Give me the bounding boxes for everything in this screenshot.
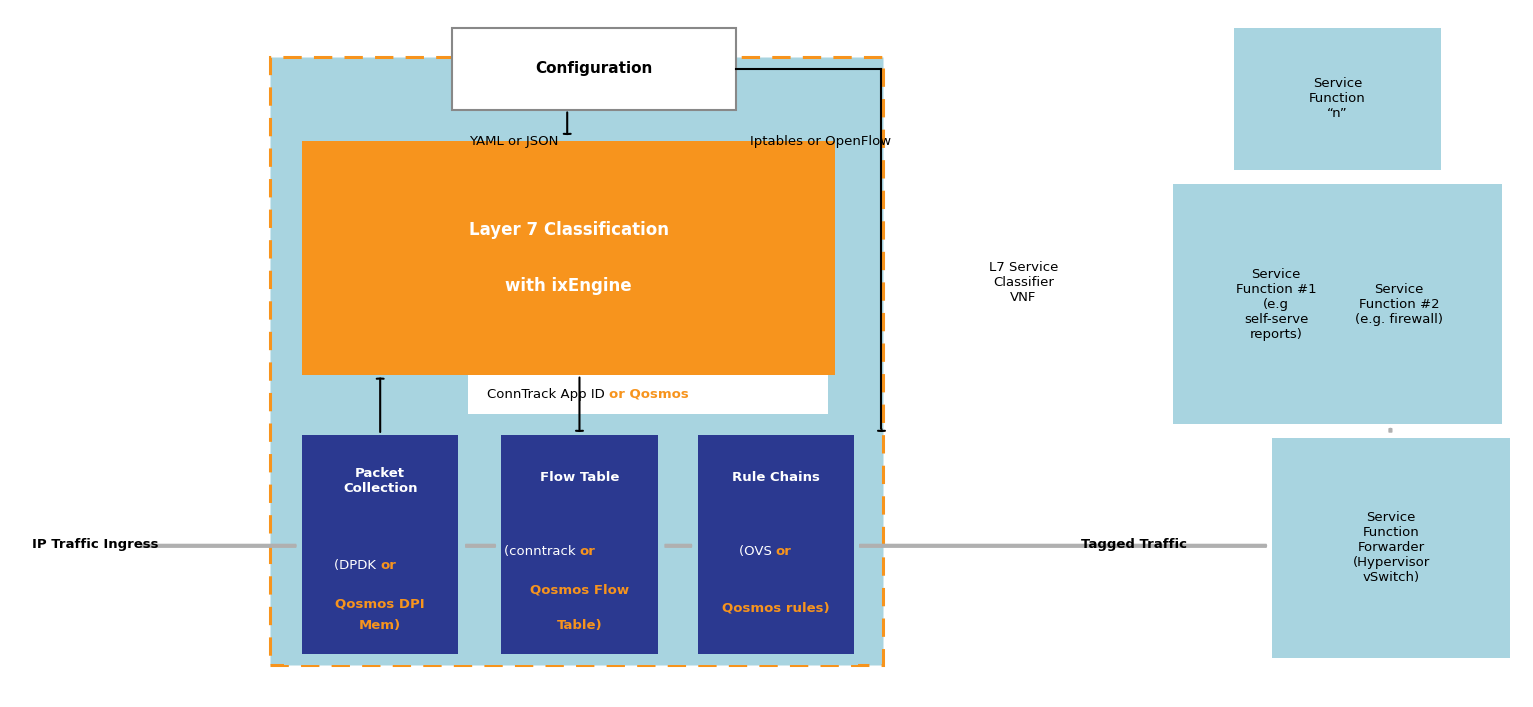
Text: Tagged Traffic: Tagged Traffic bbox=[1081, 538, 1188, 551]
Text: Flow Table: Flow Table bbox=[540, 471, 619, 484]
Text: (conntrack: (conntrack bbox=[504, 545, 579, 558]
Bar bbox=[302, 141, 835, 375]
Text: or Qosmos: or Qosmos bbox=[609, 387, 688, 401]
Text: Iptables or OpenFlow: Iptables or OpenFlow bbox=[750, 135, 891, 148]
Text: Packet
Collection: Packet Collection bbox=[343, 467, 417, 495]
Text: or: or bbox=[776, 545, 791, 558]
Bar bbox=[468, 375, 828, 414]
Bar bbox=[1295, 184, 1502, 424]
Text: Qosmos DPI: Qosmos DPI bbox=[336, 598, 425, 611]
Text: Configuration: Configuration bbox=[535, 62, 653, 76]
Bar bbox=[1173, 184, 1380, 424]
Text: YAML or JSON: YAML or JSON bbox=[469, 135, 558, 148]
Bar bbox=[1234, 28, 1441, 170]
Text: Qosmos Flow: Qosmos Flow bbox=[530, 584, 629, 597]
Text: Service
Function #1
(e.g
self-serve
reports): Service Function #1 (e.g self-serve repo… bbox=[1236, 267, 1317, 341]
Text: (DPDK: (DPDK bbox=[334, 559, 380, 572]
Text: IP Traffic Ingress: IP Traffic Ingress bbox=[32, 538, 158, 551]
Bar bbox=[501, 435, 658, 654]
Bar bbox=[1272, 438, 1510, 658]
Text: Service
Function
Forwarder
(Hypervisor
vSwitch): Service Function Forwarder (Hypervisor v… bbox=[1352, 511, 1430, 585]
Text: Table): Table) bbox=[556, 619, 602, 632]
Text: Qosmos rules): Qosmos rules) bbox=[722, 602, 829, 614]
Text: or: or bbox=[579, 545, 595, 558]
Text: (OVS: (OVS bbox=[739, 545, 776, 558]
Text: Mem): Mem) bbox=[359, 619, 402, 632]
Bar bbox=[302, 435, 458, 654]
Text: Service
Function #2
(e.g. firewall): Service Function #2 (e.g. firewall) bbox=[1355, 283, 1443, 325]
Bar bbox=[452, 28, 736, 110]
Text: Layer 7 Classification: Layer 7 Classification bbox=[469, 221, 668, 239]
Text: Rule Chains: Rule Chains bbox=[731, 471, 820, 484]
Text: or: or bbox=[380, 559, 396, 572]
Bar bbox=[284, 120, 858, 396]
Text: ConnTrack App ID: ConnTrack App ID bbox=[486, 387, 609, 401]
Text: Service
Function
“n”: Service Function “n” bbox=[1309, 78, 1366, 120]
Bar bbox=[284, 424, 858, 665]
Text: with ixEngine: with ixEngine bbox=[506, 277, 632, 296]
Bar bbox=[270, 57, 883, 665]
Bar bbox=[698, 435, 854, 654]
Text: L7 Service
Classifier
VNF: L7 Service Classifier VNF bbox=[989, 262, 1058, 304]
